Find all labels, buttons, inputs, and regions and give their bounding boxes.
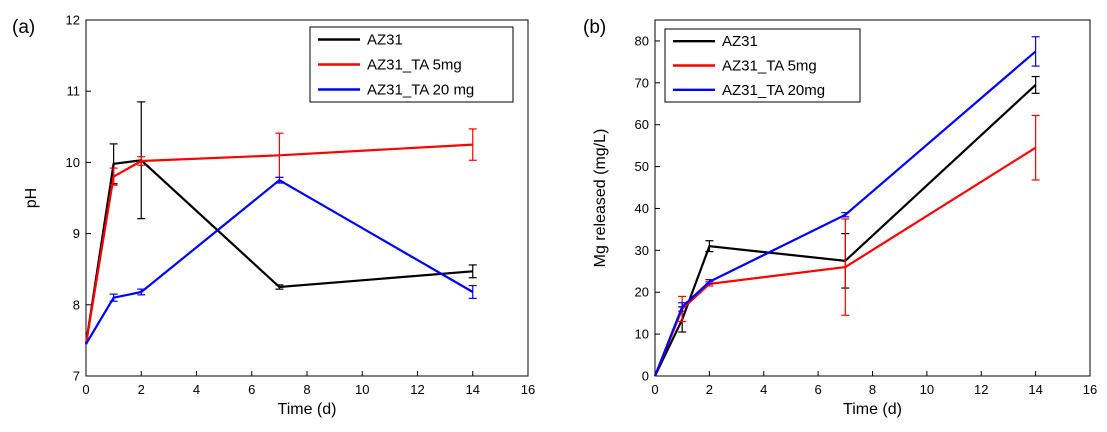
error-bar: [1031, 75, 1040, 94]
error-bar: [705, 240, 714, 253]
error-bar: [841, 212, 850, 218]
y-tick-label: 70: [635, 75, 649, 90]
legend-label: AZ31: [722, 33, 758, 50]
error-bar: [468, 264, 477, 279]
legend-label: AZ31: [367, 32, 403, 49]
y-tick-label: 12: [66, 13, 80, 28]
x-tick-label: 14: [1028, 382, 1042, 397]
error-bar: [109, 293, 118, 302]
error-bar: [275, 284, 284, 290]
y-tick-label: 9: [73, 226, 80, 241]
y-tick-label: 8: [73, 297, 80, 312]
series-line-0: [84, 159, 473, 345]
y-tick-label: 50: [635, 159, 649, 174]
x-tick-label: 16: [1083, 382, 1097, 397]
y-tick-label: 30: [635, 243, 649, 258]
error-bar: [705, 279, 714, 285]
legend-label: AZ31_TA 5mg: [367, 57, 462, 74]
legend-label: AZ31_TA 20mg: [722, 82, 825, 99]
x-tick-label: 14: [466, 382, 480, 397]
panel-label: (a): [12, 17, 35, 38]
y-tick-label: 80: [635, 33, 649, 48]
x-tick-label: 8: [869, 382, 876, 397]
x-tick-label: 12: [410, 382, 424, 397]
x-tick-label: 4: [193, 382, 200, 397]
x-tick-label: 2: [706, 382, 713, 397]
error-bar: [468, 284, 477, 299]
panel-label: (b): [583, 17, 606, 38]
error-bar: [841, 218, 850, 316]
x-tick-label: 6: [815, 382, 822, 397]
error-bar: [137, 288, 146, 296]
y-tick-label: 10: [66, 155, 80, 170]
y-tick-label: 7: [73, 369, 80, 384]
error-bar: [1031, 36, 1040, 67]
y-tick-label: 40: [635, 201, 649, 216]
series-line-2: [85, 178, 474, 345]
error-bar: [468, 128, 477, 161]
error-bar: [678, 302, 687, 312]
x-tick-label: 0: [82, 382, 89, 397]
y-tick-label: 0: [642, 369, 649, 384]
x-tick-label: 2: [138, 382, 145, 397]
y-tick-label: 60: [635, 117, 649, 132]
x-axis-label: Time (d): [843, 401, 902, 418]
error-bar: [1031, 114, 1040, 181]
x-tick-label: 10: [355, 382, 369, 397]
legend: AZ31 AZ31_TA 5mg AZ31_TA 20 mg: [309, 26, 514, 103]
chart-panel-1: (b) 0 2 4 6 8 10 12 14 16 0 10 20 30 40 50 60 70 80 Time (d…: [583, 17, 1097, 418]
x-tick-label: 16: [521, 382, 535, 397]
x-tick-label: 10: [920, 382, 934, 397]
y-tick-label: 20: [635, 285, 649, 300]
x-tick-label: 6: [248, 382, 255, 397]
x-tick-label: 4: [760, 382, 767, 397]
legend-label: AZ31_TA 20 mg: [367, 82, 474, 99]
x-axis-label: Time (d): [278, 401, 337, 418]
error-bar: [275, 176, 284, 184]
x-tick-label: 8: [303, 382, 310, 397]
error-bar: [109, 167, 118, 186]
y-axis-label: pH: [23, 188, 40, 208]
y-tick-label: 11: [67, 84, 81, 99]
error-bar: [137, 156, 146, 166]
y-tick-label: 10: [635, 327, 649, 342]
x-tick-label: 12: [974, 382, 988, 397]
legend-label: AZ31_TA 5mg: [722, 58, 817, 75]
x-tick-label: 0: [651, 382, 658, 397]
legend: AZ31 AZ31_TA 5mg AZ31_TA 20mg: [664, 28, 861, 103]
y-axis-label: Mg released (mg/L): [592, 129, 609, 268]
